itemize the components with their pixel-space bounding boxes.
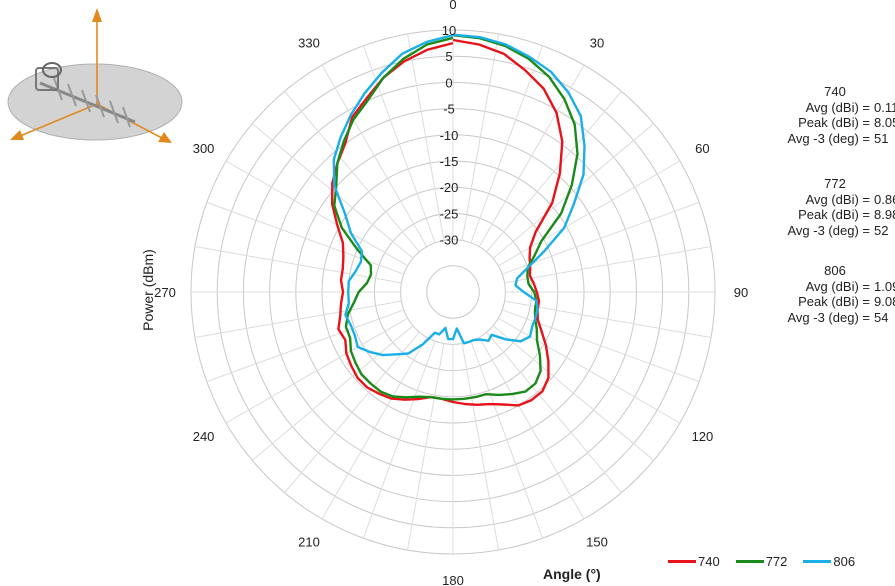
- legend-swatch: [803, 560, 832, 563]
- grid-spoke: [225, 317, 408, 424]
- radial-tick-label: 10: [442, 23, 456, 38]
- grid-spoke: [498, 317, 681, 424]
- avg3-value: 51: [874, 130, 889, 146]
- angle-tick-label: 150: [586, 534, 608, 549]
- grid-spoke: [470, 45, 544, 243]
- avg3-label: Avg -3 (deg) =: [787, 309, 870, 325]
- legend-swatch: [668, 560, 696, 563]
- avg-label: Avg (dBi) =: [805, 99, 870, 115]
- legend-label: 740: [698, 554, 720, 569]
- grid-spoke: [461, 33, 499, 241]
- grid-spoke: [194, 246, 402, 284]
- angle-tick-label: 0: [449, 0, 456, 12]
- grid-ring: [426, 265, 480, 319]
- x-axis-label: Angle (°): [543, 566, 601, 582]
- grid-spoke: [478, 64, 585, 247]
- legend-item-740: 740: [668, 554, 720, 569]
- series-line-740: [331, 38, 564, 407]
- avg-label: Avg (dBi) =: [805, 191, 870, 207]
- radial-tick-label: -20: [440, 180, 459, 195]
- angle-tick-label: 180: [442, 573, 464, 586]
- grid-ring: [400, 239, 506, 345]
- grid-spoke: [478, 337, 585, 520]
- grid-spoke: [461, 343, 499, 551]
- peak-value: 8.05: [874, 115, 895, 130]
- grid-spoke: [407, 343, 445, 551]
- series-line-806: [332, 33, 586, 357]
- peak-value: 9.08: [874, 294, 895, 309]
- y-axis-label: Power (dBm): [140, 249, 156, 331]
- grid-spoke: [486, 331, 622, 494]
- angle-tick-label: 330: [298, 36, 320, 51]
- grid-spoke: [362, 341, 436, 539]
- radial-tick-label: -30: [440, 233, 459, 248]
- avg3-label: Avg -3 (deg) =: [787, 222, 870, 238]
- angle-tick-label: 90: [734, 285, 748, 300]
- peak-label: Peak (dBi) =: [798, 207, 870, 222]
- angle-tick-label: 30: [590, 36, 604, 51]
- angle-tick-label: 210: [298, 534, 320, 549]
- grid-spoke: [470, 341, 544, 539]
- grid-spoke: [504, 246, 712, 284]
- angle-tick-label: 300: [193, 141, 215, 156]
- peak-label: Peak (dBi) =: [798, 115, 870, 130]
- grid-spoke: [498, 160, 681, 267]
- series-line-772: [333, 34, 579, 401]
- peak-label: Peak (dBi) =: [798, 294, 870, 309]
- grid-spoke: [284, 331, 420, 494]
- grid-spoke: [502, 309, 700, 383]
- stats-frequency: 772: [824, 176, 846, 191]
- avg3-value: 54: [874, 309, 889, 325]
- angle-tick-label: 60: [695, 141, 709, 156]
- stats-block-806: 806 Avg (dBi) =1.09 Peak (dBi) = 9.08 Avg…: [760, 263, 895, 325]
- avg-value: 0.11: [874, 99, 895, 115]
- legend-item-806: 806: [803, 554, 855, 569]
- legend: 740 772 806: [668, 554, 871, 569]
- legend-label: 806: [833, 554, 856, 569]
- radial-tick-label: 5: [445, 49, 452, 64]
- grid-spoke: [284, 90, 420, 253]
- grid-spoke: [206, 201, 404, 275]
- grid-spoke: [492, 123, 655, 259]
- angle-tick-label: 270: [154, 285, 176, 300]
- grid-spoke: [486, 90, 622, 253]
- stats-frequency: 740: [824, 84, 846, 99]
- angle-tick-label: 240: [193, 429, 215, 444]
- radial-tick-label: -10: [440, 128, 459, 143]
- grid-spoke: [407, 33, 445, 241]
- legend-swatch: [735, 560, 764, 563]
- radial-tick-label: -25: [440, 206, 459, 221]
- legend-label: 772: [765, 554, 788, 569]
- angle-tick-label: 120: [692, 429, 714, 444]
- tick-labels: 10 5 0 -5 -10 -15 -20 -25 -30 0 30 60 90 120 150 180 210…: [154, 0, 748, 586]
- antenna-orientation-icon: [7, 8, 183, 143]
- radial-tick-label: -5: [443, 102, 455, 117]
- grid-spoke: [321, 337, 428, 520]
- radial-tick-label: -15: [440, 154, 459, 169]
- radial-tick-label: 0: [445, 75, 452, 90]
- avg3-value: 52: [874, 222, 889, 238]
- peak-value: 8.98: [874, 207, 895, 222]
- grid-spoke: [251, 325, 414, 461]
- avg-value: 0.86: [874, 191, 895, 207]
- avg-label: Avg (dBi) =: [805, 278, 870, 294]
- avg-value: 1.09: [874, 278, 895, 294]
- grid-spoke: [194, 300, 402, 338]
- grid-spoke: [492, 325, 655, 461]
- avg3-label: Avg -3 (deg) =: [787, 130, 870, 146]
- grid-spoke: [362, 45, 436, 243]
- stats-block-740: 740 Avg (dBi) =0.11 Peak (dBi) = 8.05 Avg…: [760, 84, 895, 146]
- grid-spoke: [225, 160, 408, 267]
- stats-frequency: 806: [824, 263, 846, 278]
- grid-spoke: [321, 64, 428, 247]
- stats-block-772: 772 Avg (dBi) =0.86 Peak (dBi) = 8.98 Avg…: [760, 176, 895, 238]
- legend-item-772: 772: [735, 554, 788, 569]
- grid-spoke: [206, 309, 404, 383]
- series-layer: [331, 33, 586, 407]
